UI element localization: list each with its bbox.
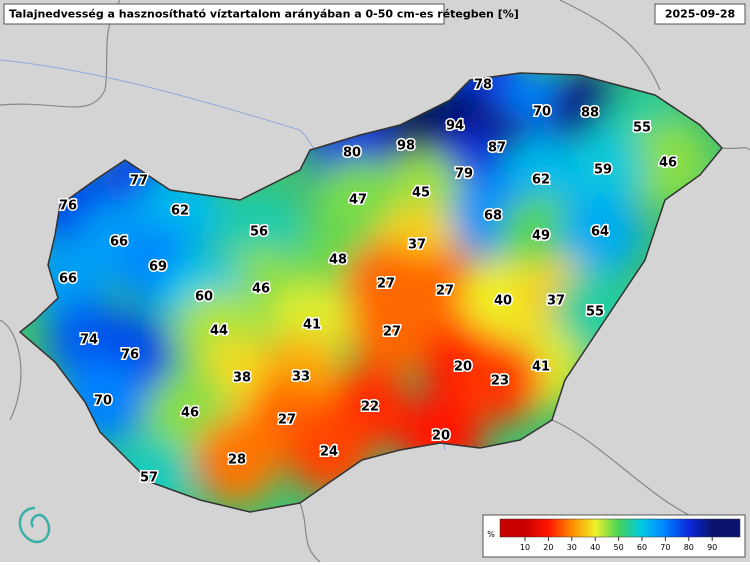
legend-tick-label: 10 <box>520 543 530 552</box>
colorbar <box>499 518 741 538</box>
station-value: 87 <box>488 141 506 156</box>
station-value: 74 <box>80 333 98 348</box>
date-box <box>654 3 746 25</box>
station-value: 55 <box>633 121 651 136</box>
logo <box>18 506 51 544</box>
station-value: 46 <box>181 406 199 421</box>
station-value: 37 <box>547 294 565 309</box>
station-value: 24 <box>320 445 338 460</box>
moisture-blob <box>458 339 542 423</box>
station-value: 77 <box>130 174 148 189</box>
station-value: 20 <box>432 429 450 444</box>
station-value: 66 <box>110 235 128 250</box>
station-value: 76 <box>121 348 139 363</box>
moisture-blob <box>558 190 642 274</box>
legend-tick-label: 40 <box>590 543 600 552</box>
station-value: 41 <box>532 360 550 375</box>
station-value: 27 <box>278 413 296 428</box>
station-value: 33 <box>292 370 310 385</box>
station-value: 22 <box>361 400 379 415</box>
moisture-blob <box>350 290 434 374</box>
station-labels: 78 70 88 94 55 98 87 80 46 59 79 62 77 45 47 76 62 68 56 49… <box>57 76 678 487</box>
station-value: 62 <box>532 173 550 188</box>
legend-tick-label: 60 <box>637 543 647 552</box>
moisture-blob <box>195 418 279 502</box>
legend-tick-label: 70 <box>660 543 670 552</box>
station-value: 79 <box>455 167 473 182</box>
station-value: 49 <box>532 229 550 244</box>
station-value: 59 <box>594 163 612 178</box>
legend-unit: % <box>487 530 495 539</box>
legend-tick-label: 30 <box>567 543 577 552</box>
moisture-blob <box>561 128 645 212</box>
station-value: 27 <box>436 284 454 299</box>
station-value: 44 <box>210 324 228 339</box>
station-value: 88 <box>581 106 599 121</box>
station-value: 70 <box>94 394 112 409</box>
legend-tick-label: 50 <box>614 543 624 552</box>
station-value: 46 <box>659 156 677 171</box>
station-value: 64 <box>591 225 609 240</box>
station-value: 47 <box>349 193 367 208</box>
date: 2025-09-28 <box>665 8 735 21</box>
station-value: 37 <box>408 238 426 253</box>
station-value: 80 <box>343 146 361 161</box>
station-value: 62 <box>171 204 189 219</box>
station-value: 46 <box>252 282 270 297</box>
station-value: 55 <box>586 305 604 320</box>
station-value: 68 <box>484 209 502 224</box>
station-value: 40 <box>494 294 512 309</box>
station-value: 45 <box>412 186 430 201</box>
station-value: 76 <box>59 199 77 214</box>
station-value: 20 <box>454 360 472 375</box>
station-value: 70 <box>533 105 551 120</box>
station-value: 69 <box>149 260 167 275</box>
station-value: 41 <box>303 318 321 333</box>
station-value: 48 <box>329 253 347 268</box>
station-value: 38 <box>233 371 251 386</box>
legend-tick-label: 90 <box>707 543 717 552</box>
station-value: 27 <box>377 277 395 292</box>
station-value: 66 <box>59 272 77 287</box>
station-value: 98 <box>397 139 415 154</box>
station-value: 60 <box>195 290 213 305</box>
station-value: 78 <box>474 78 492 93</box>
station-value: 28 <box>228 453 246 468</box>
station-value: 23 <box>491 374 509 389</box>
legend-tick-label: 20 <box>543 543 553 552</box>
title-box <box>3 3 445 25</box>
legend-tick-label: 80 <box>684 543 694 552</box>
station-value: 57 <box>140 471 158 486</box>
station-value: 27 <box>383 325 401 340</box>
station-value: 94 <box>446 119 464 134</box>
title: Talajnedvesség a hasznosítható víztartal… <box>9 8 519 21</box>
station-value: 56 <box>250 225 268 240</box>
